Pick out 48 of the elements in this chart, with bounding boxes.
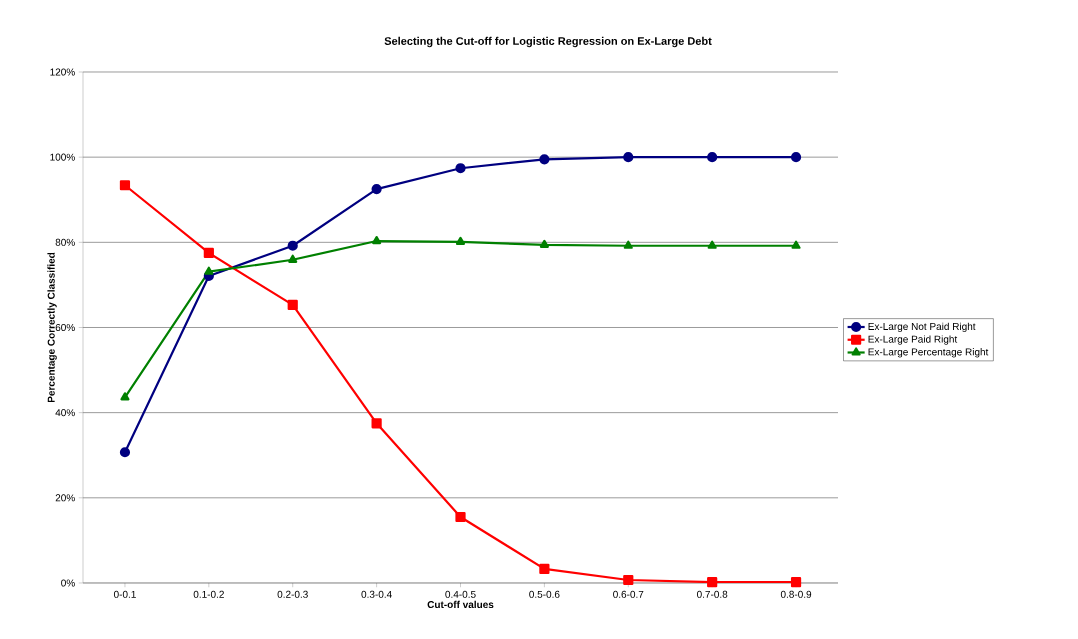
- point: [623, 574, 634, 586]
- x-tick-label: 0.1-0.2: [193, 590, 224, 598]
- y-tick-label: 100%: [50, 153, 75, 161]
- point: [372, 235, 382, 245]
- y-tick-label: 80%: [55, 238, 75, 246]
- x-tick-label: 0.4-0.5: [445, 590, 476, 598]
- point: [120, 392, 130, 401]
- point: [455, 511, 466, 523]
- chart-title: Selecting the Cut-off for Logistic Regression on Ex-Large Debt: [384, 36, 712, 48]
- y-tick-label: 20%: [55, 494, 75, 502]
- point: [371, 418, 382, 429]
- point: [539, 154, 550, 165]
- legend-label: Ex-Large Paid Right: [868, 335, 958, 345]
- point: [288, 254, 298, 263]
- point: [539, 239, 549, 248]
- point: [455, 163, 466, 174]
- x-tick-label: 0.5-0.6: [529, 590, 560, 598]
- legend-label: Ex-Large Not Paid Right: [868, 322, 976, 332]
- x-tick-label: 0.8-0.9: [780, 590, 812, 598]
- x-tick-label: 0.7-0.8: [696, 590, 728, 598]
- point: [623, 240, 633, 249]
- point: [791, 240, 801, 249]
- point: [287, 299, 298, 311]
- y-tick-label: 0%: [61, 579, 75, 587]
- x-tick-label: 0.6-0.7: [613, 590, 644, 598]
- point: [204, 266, 214, 275]
- x-axis-title: Cut-off values: [427, 600, 494, 609]
- point: [203, 247, 214, 259]
- y-tick-label: 60%: [55, 323, 75, 332]
- point: [790, 152, 802, 163]
- point: [371, 183, 382, 195]
- y-tick-label: 120%: [50, 68, 75, 76]
- point: [119, 447, 131, 458]
- point: [790, 577, 802, 588]
- point: [707, 152, 718, 163]
- point: [119, 180, 131, 191]
- y-axis-title: Percentage Correctly Classified: [47, 252, 57, 403]
- point: [287, 240, 298, 251]
- point: [707, 577, 718, 588]
- point: [455, 236, 466, 245]
- y-tick-label: 40%: [55, 409, 75, 417]
- legend-label: Ex-Large Percentage Right: [868, 348, 989, 358]
- point: [623, 152, 634, 163]
- point: [707, 240, 717, 249]
- point: [539, 563, 550, 575]
- x-tick-label: 0.3-0.4: [361, 590, 392, 598]
- x-tick-label: 0.2-0.3: [277, 590, 308, 598]
- x-tick-label: 0-0.1: [113, 590, 136, 598]
